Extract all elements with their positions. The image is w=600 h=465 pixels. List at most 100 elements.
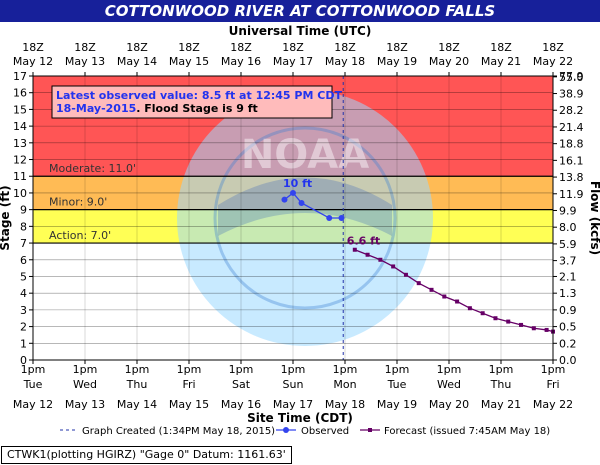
bottom-tick-date: May 16 [221, 398, 261, 411]
forecast-point [519, 322, 524, 327]
forecast-point [467, 306, 472, 311]
y-tick-label: 10 [13, 187, 27, 200]
y-tick-label: 14 [13, 120, 27, 133]
observed-point [338, 215, 345, 221]
top-tick-hour: 18Z [282, 41, 304, 54]
top-tick-hour: 18Z [334, 41, 356, 54]
bottom-tick-day: Thu [126, 378, 148, 391]
gauge-datum-footer: CTWK1(plotting HGIRZ) "Gage 0" Datum: 11… [1, 446, 292, 464]
observed-point [281, 196, 288, 203]
bottom-tick-day: Fri [182, 378, 195, 391]
forecast-point [429, 287, 434, 292]
y-tick-label: 13 [13, 137, 27, 150]
top-tick-hour: 18Z [438, 41, 460, 54]
forecast-point [352, 247, 357, 252]
flow-tick-label: 3.7 [559, 255, 577, 268]
y-tick-label: 12 [13, 154, 27, 167]
bottom-tick-time: 1pm [125, 363, 150, 376]
bottom-tick-time: 1pm [385, 363, 410, 376]
top-tick-hour: 18Z [230, 41, 252, 54]
bottom-tick-time: 1pm [229, 363, 254, 376]
bottom-tick-time: 1pm [489, 363, 514, 376]
y-tick-label: 5 [20, 270, 27, 283]
y-axis-title: Stage (ft) [0, 185, 12, 250]
flow-tick-label: 8.0 [559, 221, 577, 234]
top-tick-date: May 20 [429, 55, 469, 68]
forecast-point [531, 326, 536, 331]
flow-tick-label: 18.8 [559, 138, 584, 151]
watermark-seal-ring [213, 126, 397, 310]
bottom-tick-date: May 18 [325, 398, 365, 411]
legend-forecast-marker [368, 428, 372, 432]
top-tick-hour: 18Z [386, 41, 408, 54]
forecast-point [442, 294, 447, 299]
y-tick-label: 1 [20, 337, 27, 350]
forecast-point [378, 257, 383, 262]
y-tick-label: 16 [13, 87, 27, 100]
legend-observed-marker [283, 427, 289, 433]
top-tick-hour: 18Z [178, 41, 200, 54]
flow-tick-label: 0.9 [559, 304, 577, 317]
bottom-tick-day: Thu [490, 378, 512, 391]
chart-title: COTTONWOOD RIVER AT COTTONWOOD FALLS [0, 0, 600, 22]
forecast-start-label: 6.6 ft [347, 235, 380, 248]
y-tick-label: 9 [20, 204, 27, 217]
watermark-seal-disc [177, 90, 433, 346]
flow-tick-label: 0.2 [559, 337, 577, 350]
y-tick-label: 6 [20, 254, 27, 267]
bottom-tick-time: 1pm [437, 363, 462, 376]
forecast-point [455, 299, 460, 304]
forecast-point [506, 319, 511, 324]
annotation-line2: 18-May-2015. Flood Stage is 9 ft [56, 102, 258, 115]
y-tick-label: 17 [13, 70, 27, 83]
observed-point [298, 199, 305, 206]
legend-observed-label: Observed [301, 426, 349, 437]
flow-tick-label: 9.9 [559, 204, 577, 217]
y-tick-label: 8 [20, 220, 27, 233]
y-tick-label: 4 [20, 287, 27, 300]
latest-value-annotation: Latest observed value: 8.5 ft at 12:45 P… [51, 85, 342, 119]
top-tick-date: May 15 [169, 55, 209, 68]
forecast-point [365, 252, 370, 257]
flow-tick-label: 38.9 [559, 88, 584, 101]
y-tick-label: 2 [20, 321, 27, 334]
flow-tick-label: 55.0 [559, 71, 584, 84]
top-tick-hour: 18Z [542, 41, 564, 54]
bottom-tick-time: 1pm [281, 363, 306, 376]
top-tick-date: May 16 [221, 55, 261, 68]
y-tick-label: 7 [20, 237, 27, 250]
bottom-tick-time: 1pm [177, 363, 202, 376]
y-tick-label: 0 [20, 354, 27, 367]
watermark-noaa-letters: NOAA [241, 132, 369, 178]
bottom-tick-date: May 12 [13, 398, 53, 411]
flow-tick-label: 21.4 [559, 121, 584, 134]
threshold-lines: Moderate: 11.0' Minor: 9.0' Action: 7.0' [33, 162, 553, 244]
hydrograph-chart: NOAA Moderate: 11.0' Minor: 9.0' Action: 7… [0, 24, 600, 437]
flow-tick-label: 0.0 [559, 354, 577, 367]
bottom-tick-day: Mon [333, 378, 356, 391]
bottom-tick-day: Wed [437, 378, 461, 391]
flow-tick-label: 2.1 [559, 270, 577, 283]
top-tick-date: May 19 [377, 55, 417, 68]
flow-tick-label: 77.9 [559, 70, 584, 83]
y-tick-label: 15 [13, 103, 27, 116]
bottom-tick-time: 1pm [73, 363, 98, 376]
flow-tick-label: 28.2 [559, 104, 584, 117]
bottom-tick-day: Tue [387, 378, 407, 391]
bottom-tick-day: Wed [73, 378, 97, 391]
annotation-date: 18-May-2015 [56, 102, 136, 115]
bottom-tick-date: May 14 [117, 398, 157, 411]
annotation-box [51, 85, 333, 119]
top-tick-date: May 14 [117, 55, 157, 68]
threshold-label: Moderate: 11.0' [49, 162, 136, 175]
top-tick-date: May 22 [533, 55, 573, 68]
series-lines: 10 ft 6.6 ft [281, 76, 555, 360]
flow-tick-label: 5.9 [559, 238, 577, 251]
forecast-point [493, 316, 498, 321]
bottom-tick-date: May 22 [533, 398, 573, 411]
watermark-wave [218, 177, 392, 236]
bottom-tick-time: 1pm [21, 363, 46, 376]
observed-point [290, 189, 296, 196]
flow-tick-label: 0.5 [559, 321, 577, 334]
legend-forecast-label: Forecast (issued 7:45AM May 18) [384, 426, 550, 437]
